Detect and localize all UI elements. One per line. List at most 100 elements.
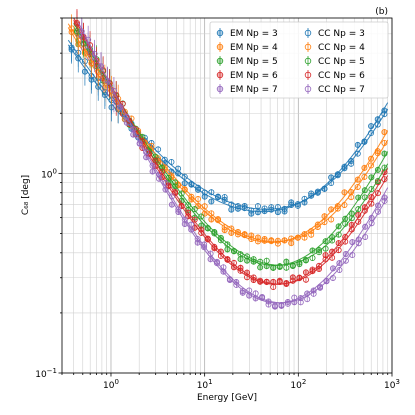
data-point xyxy=(175,181,182,188)
data-point xyxy=(374,166,381,173)
legend-item: EM Np = 5 xyxy=(216,56,278,67)
data-point xyxy=(328,180,335,187)
data-point xyxy=(329,254,336,261)
data-point xyxy=(110,88,117,95)
data-point xyxy=(268,238,275,245)
data-point xyxy=(244,274,251,281)
data-point xyxy=(341,201,348,208)
data-point xyxy=(314,223,321,230)
legend-label: EM Np = 6 xyxy=(230,71,278,81)
data-point xyxy=(302,269,309,276)
legend-label: EM Np = 5 xyxy=(230,57,278,67)
data-point xyxy=(81,50,88,57)
data-point xyxy=(328,216,335,223)
data-point xyxy=(257,258,264,265)
data-point xyxy=(234,203,241,210)
data-point xyxy=(294,234,301,241)
data-point xyxy=(215,193,222,200)
data-point xyxy=(237,256,244,263)
legend-marker xyxy=(304,57,312,65)
data-point xyxy=(172,179,179,186)
data-point xyxy=(246,287,253,294)
data-point xyxy=(250,274,257,281)
data-point xyxy=(334,172,341,179)
legend-label: EM Np = 7 xyxy=(230,85,278,95)
data-point xyxy=(368,174,375,181)
data-point xyxy=(348,215,355,222)
data-point xyxy=(194,235,201,242)
data-point xyxy=(381,150,388,157)
data-point xyxy=(191,206,198,213)
legend-item: EM Np = 6 xyxy=(216,70,278,81)
legend-marker xyxy=(304,85,312,93)
data-point xyxy=(362,223,369,230)
data-point xyxy=(239,288,246,295)
data-point xyxy=(149,162,156,169)
data-point xyxy=(316,262,323,269)
x-axis-label: Energy [GeV] xyxy=(197,393,257,403)
data-point xyxy=(88,60,95,67)
data-point xyxy=(276,279,283,286)
legend-item: EM Np = 7 xyxy=(216,84,278,95)
data-point xyxy=(98,63,105,70)
legend-label: CC Np = 3 xyxy=(318,29,365,39)
data-point xyxy=(228,225,235,232)
data-point xyxy=(361,164,368,171)
data-point xyxy=(283,280,290,287)
data-point xyxy=(276,263,283,270)
data-point xyxy=(354,150,361,157)
data-point xyxy=(355,218,362,225)
data-point xyxy=(374,121,381,128)
x-tick-label: 102 xyxy=(290,378,306,391)
data-point xyxy=(302,257,309,264)
series-cc-np--6 xyxy=(73,9,389,291)
legend-label: CC Np = 4 xyxy=(318,43,365,53)
data-point xyxy=(368,186,375,193)
data-point xyxy=(117,104,124,111)
data-point xyxy=(368,123,375,130)
data-point xyxy=(374,177,381,184)
data-point xyxy=(201,189,208,196)
legend-label: CC Np = 6 xyxy=(318,71,365,81)
data-point xyxy=(168,201,175,208)
data-point xyxy=(354,183,361,190)
data-point xyxy=(224,241,231,248)
data-point xyxy=(215,216,222,223)
data-point xyxy=(208,189,215,196)
data-point xyxy=(165,174,172,181)
data-point xyxy=(381,111,388,118)
data-point xyxy=(308,231,315,238)
data-point xyxy=(191,216,198,223)
data-point xyxy=(368,162,375,169)
data-point xyxy=(123,113,130,120)
data-point xyxy=(156,175,163,182)
data-point xyxy=(68,25,75,32)
data-point xyxy=(348,194,355,201)
data-point xyxy=(91,50,98,57)
data-point xyxy=(310,290,317,297)
data-point xyxy=(250,256,257,263)
data-point xyxy=(361,138,368,145)
data-point xyxy=(329,274,336,281)
data-point xyxy=(181,216,188,223)
data-point xyxy=(208,210,215,217)
data-point xyxy=(78,28,85,35)
data-point xyxy=(304,296,311,303)
data-point xyxy=(257,264,264,271)
legend-marker xyxy=(216,57,224,65)
data-point xyxy=(130,126,137,133)
data-point xyxy=(281,205,288,212)
data-point xyxy=(322,256,329,263)
data-point xyxy=(316,249,323,256)
data-point xyxy=(323,277,330,284)
data-point xyxy=(237,267,244,274)
legend-label: EM Np = 4 xyxy=(230,43,278,53)
data-point xyxy=(233,281,240,288)
data-point xyxy=(291,294,298,301)
data-point xyxy=(375,208,382,215)
data-point xyxy=(381,129,388,136)
fit-line xyxy=(73,17,389,285)
data-point xyxy=(228,201,235,208)
data-point xyxy=(244,253,251,260)
y-axis-label: C₆₈ [deg] xyxy=(21,175,31,215)
